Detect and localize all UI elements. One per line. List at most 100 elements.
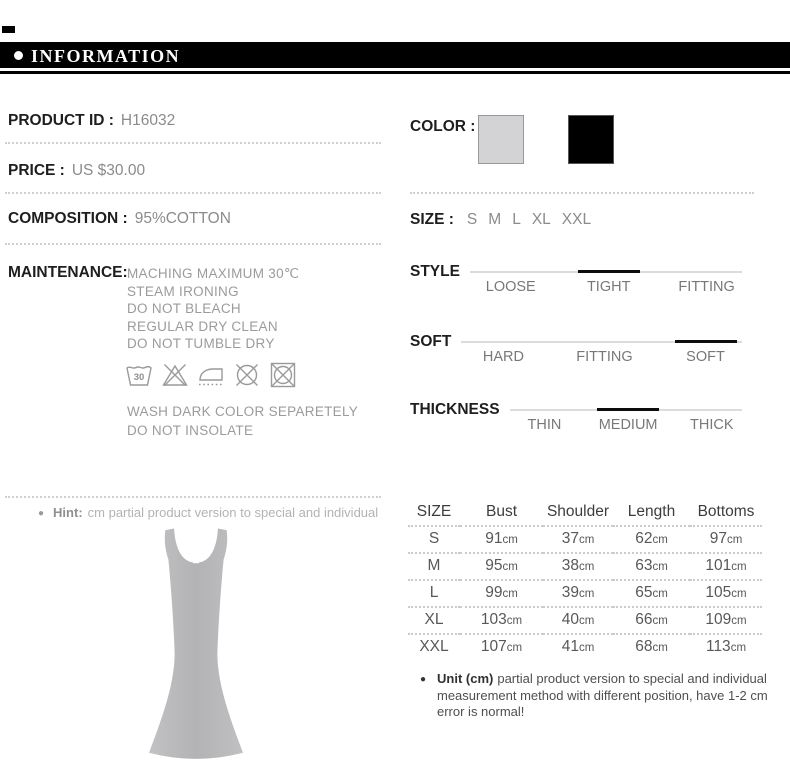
maintenance-line: REGULAR DRY CLEAN	[127, 318, 278, 334]
product-id-value: H16032	[120, 112, 176, 129]
table-cell: 68cm	[635, 638, 668, 655]
table-cell: 91cm	[460, 526, 543, 554]
thickness-scale: THICKNESS THIN MEDIUM THICK	[410, 396, 742, 442]
maintenance-line: DO NOT BLEACH	[127, 301, 241, 317]
table-cell: 113cm	[705, 638, 747, 655]
maintenance-label: MAINTENANCE:	[8, 264, 128, 281]
color-swatch-black[interactable]	[568, 115, 614, 164]
scale-option-soft[interactable]: SOFT	[686, 349, 725, 365]
table-header-cell: Bottoms	[690, 500, 762, 527]
style-scale-track: LOOSE TIGHT FITTING	[469, 258, 742, 304]
do-not-dry-clean-icon	[236, 364, 258, 386]
hint-text: cm partial product version to special an…	[87, 505, 379, 520]
size-option-l[interactable]: L	[512, 211, 521, 228]
bullet-icon: ●	[420, 674, 427, 685]
soft-scale: SOFT HARD FITTING SOFT	[410, 328, 742, 374]
unit-label: cm	[730, 642, 747, 654]
separator	[5, 243, 381, 245]
price-value: US $30.00	[71, 162, 146, 179]
do-not-tumble-dry-icon	[270, 362, 296, 388]
size-row: SIZE : S M L XL XXL	[410, 211, 602, 229]
laundry-icons-row: 30	[124, 360, 298, 390]
composition-row: COMPOSITION : 95%COTTON	[8, 210, 231, 228]
maintenance-instructions: MACHING MAXIMUM 30℃ STEAM IRONING DO NOT B…	[127, 265, 299, 353]
composition-value: 95%COTTON	[134, 210, 231, 227]
information-header-bar: INFORMATION	[0, 42, 790, 68]
size-option-xxl[interactable]: XXL	[561, 211, 592, 228]
unit-note: ● Unit (cm) partial product version to sp…	[420, 671, 768, 721]
style-scale: STYLE LOOSE TIGHT FITTING	[410, 258, 742, 304]
maintenance-line: MACHING MAXIMUM 30℃	[127, 266, 300, 281]
product-id-label: PRODUCT ID :	[8, 112, 114, 129]
product-id-row: PRODUCT ID : H16032	[8, 112, 175, 130]
scale-option-thick[interactable]: THICK	[690, 417, 734, 433]
page-title: INFORMATION	[31, 45, 181, 66]
table-cell: 62cm	[613, 526, 690, 554]
color-swatch-gray[interactable]	[478, 115, 524, 164]
table-cell: 66cm	[613, 607, 690, 635]
bullet-icon	[14, 50, 23, 60]
scale-option-tight[interactable]: TIGHT	[586, 279, 631, 295]
table-cell: 37cm	[543, 526, 613, 554]
unit-label: cm	[652, 534, 668, 546]
table-cell: 99cm	[460, 580, 543, 608]
table-cell: 101cm	[690, 553, 762, 581]
table-cell: XL	[408, 607, 460, 635]
product-image-dress	[149, 528, 243, 759]
composition-label: COMPOSITION :	[8, 210, 128, 227]
table-row: XL 103cm 40cm 66cm 109cm	[408, 607, 762, 635]
table-cell: 97cm	[690, 526, 762, 554]
size-option-xl[interactable]: XL	[531, 211, 551, 228]
scale-option-medium[interactable]: MEDIUM	[598, 417, 658, 433]
color-swatches	[478, 115, 614, 164]
table-row: XXL 107cm 41cm 68cm 113cm	[408, 634, 762, 660]
unit-label: cm	[502, 561, 518, 573]
unit-label: cm	[652, 561, 668, 573]
thickness-scale-label: THICKNESS	[410, 401, 500, 418]
do-not-bleach-icon	[162, 364, 188, 386]
unit-label: cm	[578, 561, 595, 573]
scale-indicator	[597, 408, 660, 411]
table-row: S 91cm 37cm 62cm 97cm	[408, 526, 762, 554]
table-header-cell: Bust	[460, 500, 543, 527]
unit-label: cm	[652, 588, 668, 600]
maintenance-line: DO NOT TUMBLE DRY	[127, 336, 275, 352]
unit-label: cm	[731, 588, 747, 600]
dress-tag	[192, 556, 200, 564]
unit-label: cm	[731, 561, 747, 573]
size-option-s[interactable]: S	[466, 211, 478, 228]
soft-scale-label: SOFT	[410, 333, 452, 350]
scale-option-hard[interactable]: HARD	[482, 349, 524, 365]
bullet-icon: ●	[38, 508, 45, 519]
header-divider	[0, 71, 790, 74]
table-cell: 39cm	[543, 580, 613, 608]
separator	[410, 192, 754, 194]
table-cell: 63cm	[613, 553, 690, 581]
maintenance-extra-notes: WASH DARK COLOR SEPARETELY DO NOT INSOLAT…	[127, 403, 358, 440]
unit-label: cm	[502, 534, 518, 546]
scale-option-fitting[interactable]: FITTING	[576, 349, 633, 365]
table-cell: 41cm	[561, 638, 595, 655]
table-header-row: SIZE Bust Shoulder Length Bottoms	[408, 500, 762, 527]
scale-line	[461, 341, 742, 343]
scale-option-thin[interactable]: THIN	[527, 417, 562, 433]
unit-note-label: Unit (cm)	[437, 671, 494, 686]
unit-label: cm	[578, 588, 595, 600]
unit-label: cm	[731, 615, 747, 627]
table-cell: 95cm	[460, 553, 543, 581]
size-option-m[interactable]: M	[488, 211, 502, 228]
table-cell: 40cm	[543, 607, 613, 635]
table-cell: 107cm	[480, 638, 523, 655]
unit-label: cm	[578, 642, 595, 654]
scale-option-fitting[interactable]: FITTING	[678, 279, 735, 295]
decorative-notch	[2, 26, 15, 33]
table-cell: L	[408, 580, 460, 608]
unit-label: cm	[502, 588, 518, 600]
scale-indicator	[674, 340, 737, 343]
scale-option-loose[interactable]: LOOSE	[485, 279, 536, 295]
table-cell: 105cm	[690, 580, 762, 608]
size-table: SIZE Bust Shoulder Length Bottoms S 91cm 37cm 6…	[408, 500, 762, 660]
size-label: SIZE :	[410, 211, 454, 228]
table-cell: 103cm	[460, 607, 543, 635]
table-cell: M	[408, 553, 460, 581]
